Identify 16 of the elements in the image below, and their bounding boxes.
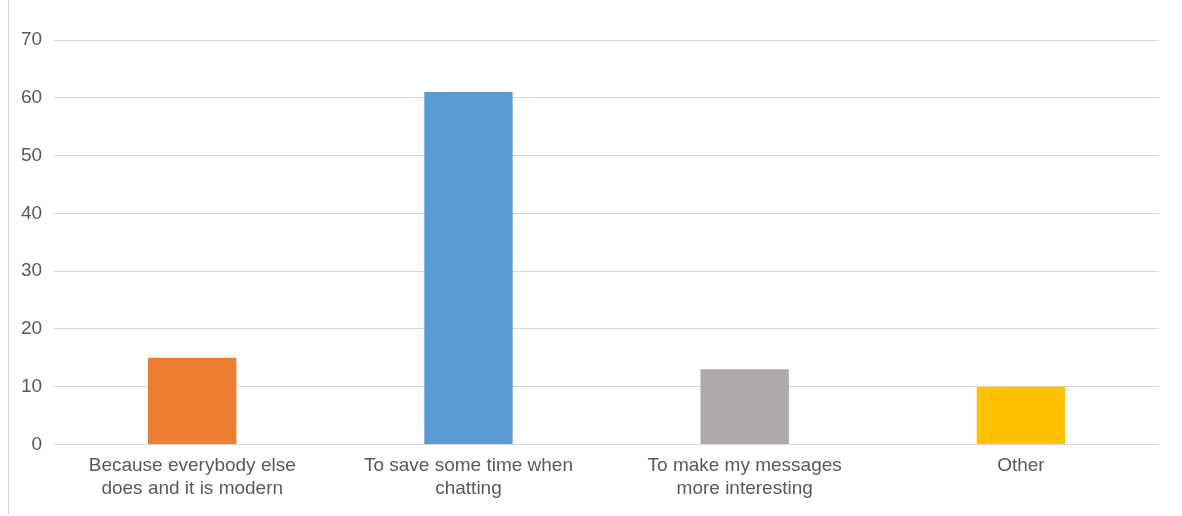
x-tick-label: Other <box>997 454 1046 476</box>
x-tick-label: To save some time when chatting <box>363 454 574 498</box>
y-tick-label: 40 <box>20 201 43 223</box>
bar <box>700 369 789 444</box>
y-tick-label: 60 <box>20 86 43 108</box>
bar <box>976 386 1066 444</box>
y-tick-label: 70 <box>20 28 43 50</box>
bar <box>148 357 237 444</box>
y-tick-label: 20 <box>20 317 43 339</box>
x-tick-label: To make my messages more interesting <box>647 454 842 498</box>
y-tick-label: 50 <box>20 143 43 165</box>
bar <box>424 91 513 444</box>
y-tick-label: 30 <box>20 259 43 281</box>
y-tick-label: 0 <box>31 432 43 454</box>
y-tick-label: 10 <box>20 374 43 396</box>
x-tick-label: Because everybody else does and it is modern <box>88 454 296 498</box>
